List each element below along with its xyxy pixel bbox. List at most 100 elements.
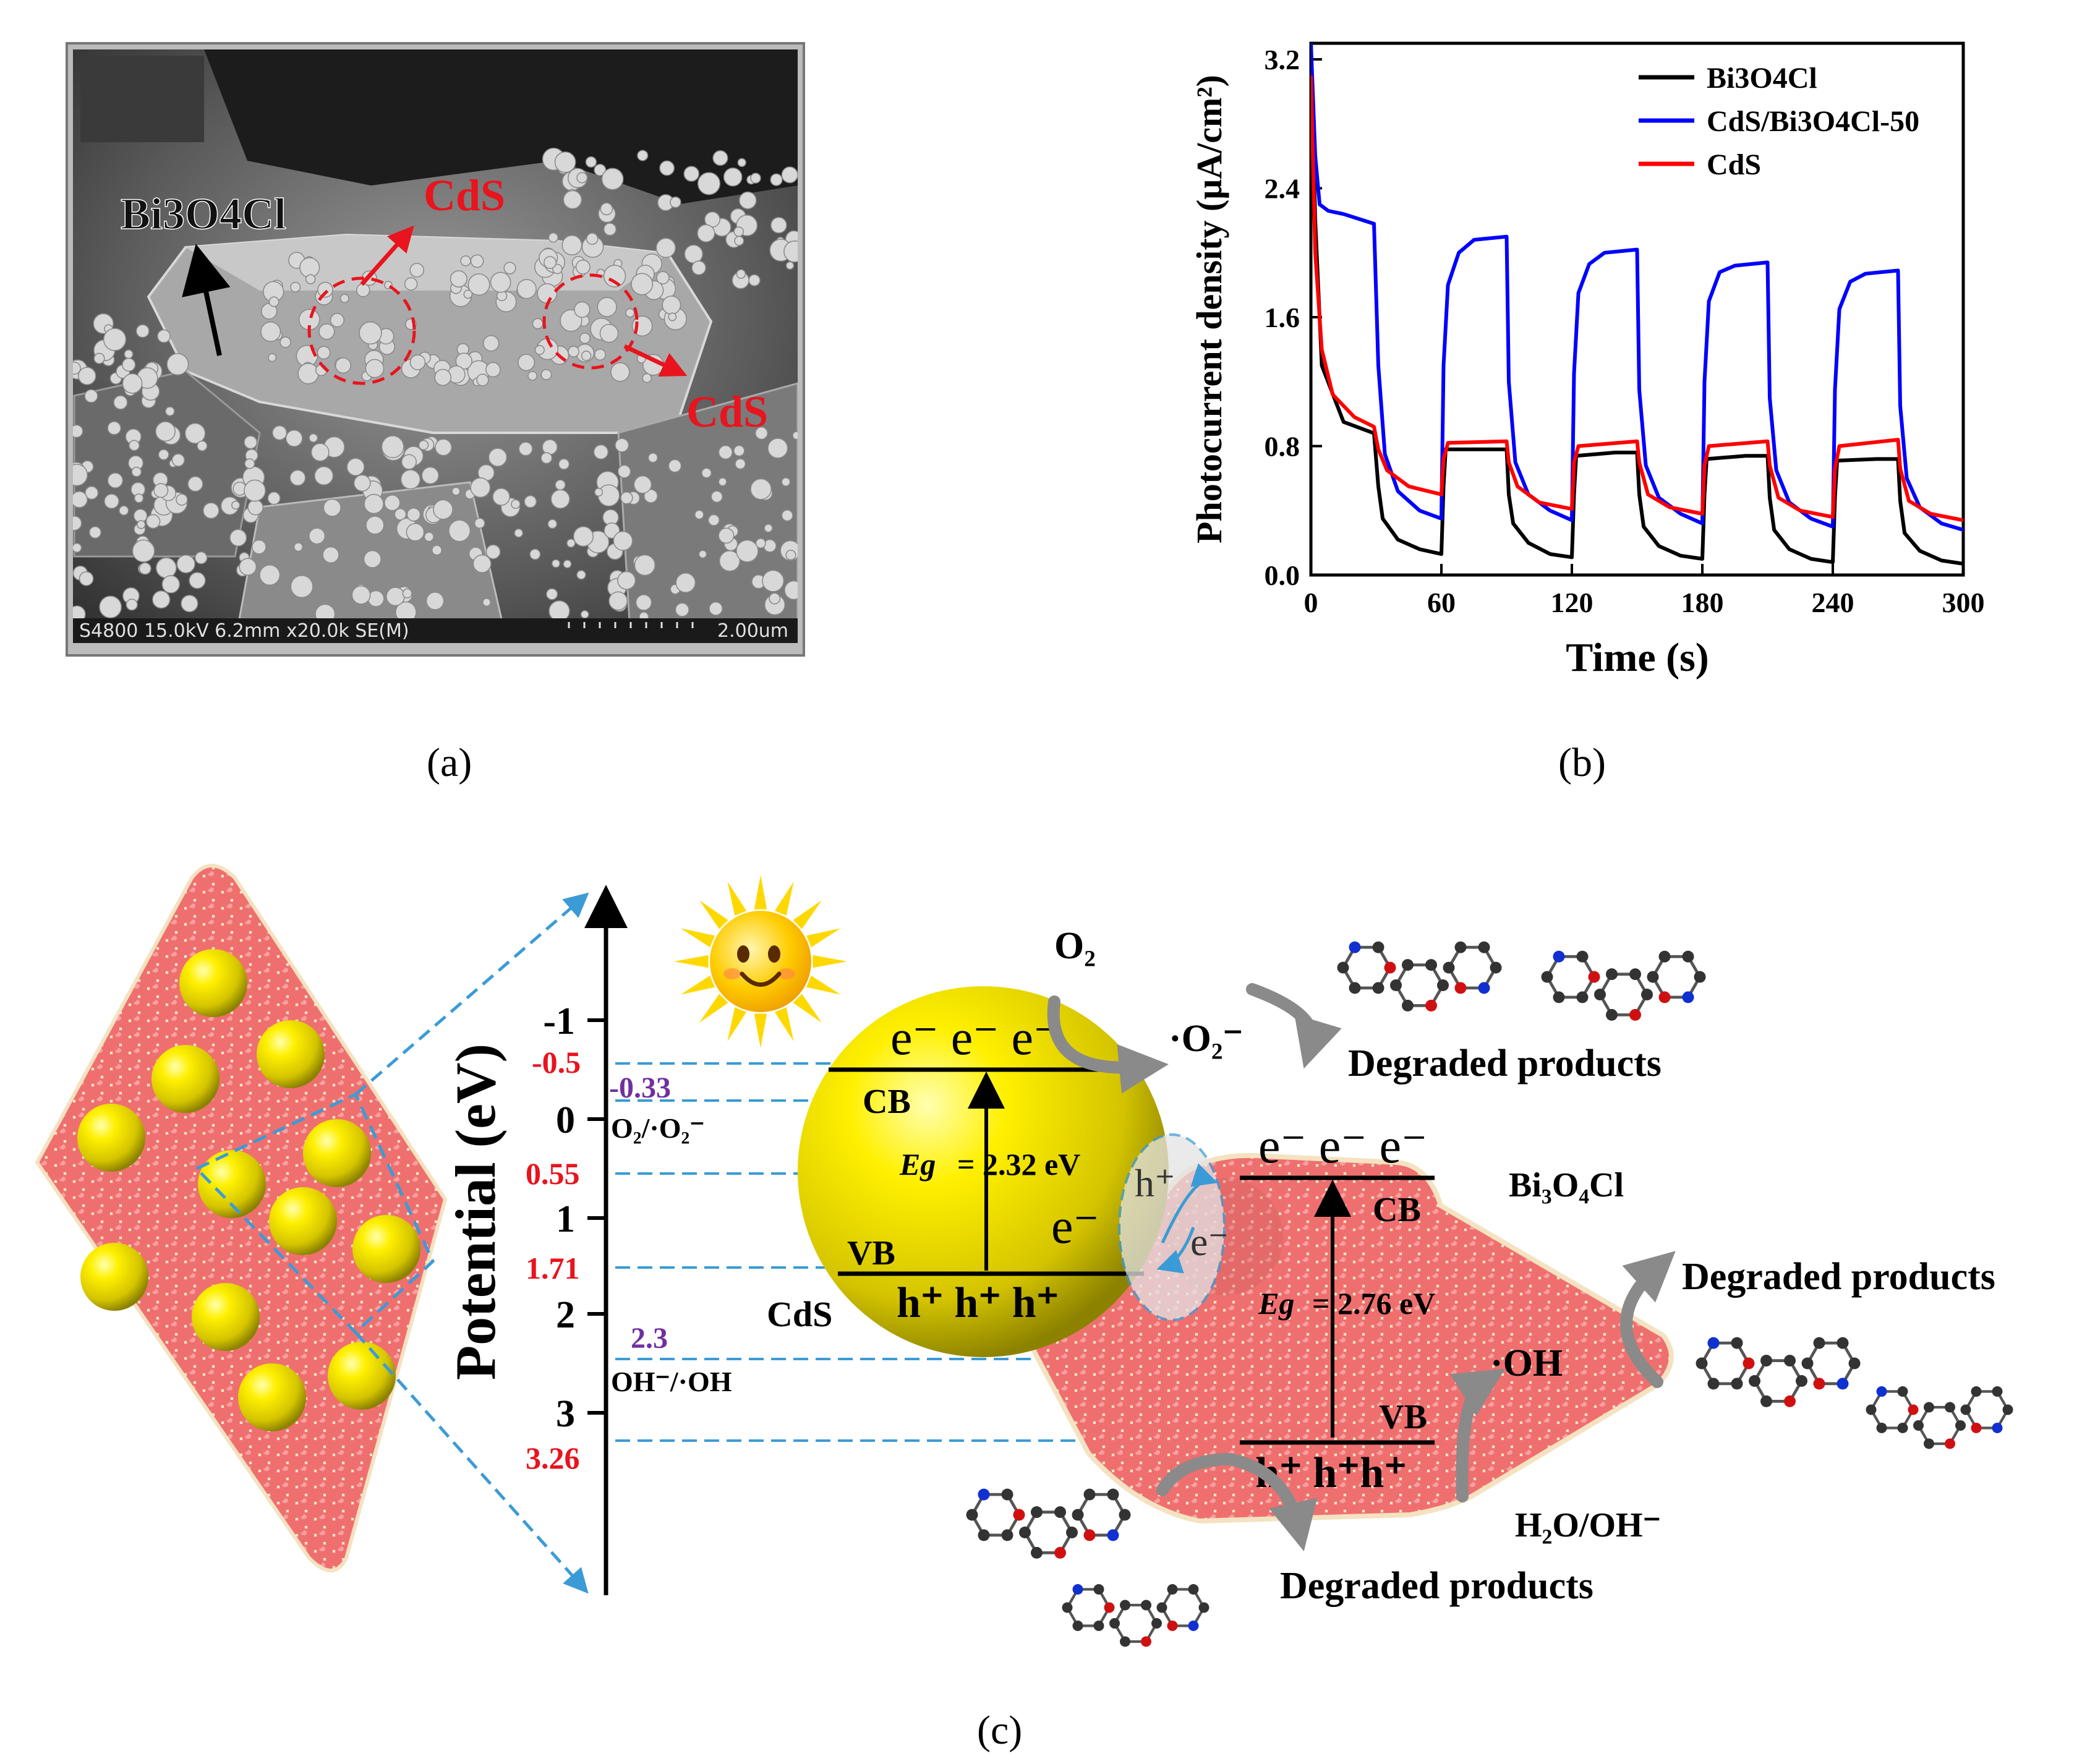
- cds-particle: [550, 489, 570, 509]
- cds-particle: [176, 493, 188, 506]
- cds-particle: [406, 507, 421, 522]
- cds-nanoparticle: [352, 1215, 420, 1283]
- cds-particle: [767, 438, 788, 459]
- cds-particle: [668, 459, 682, 473]
- cds-particle: [613, 530, 633, 551]
- cds-particle: [563, 190, 582, 210]
- cds-particle: [433, 499, 453, 520]
- cds-particle: [164, 406, 175, 417]
- chart-ylabel: Photocurrent density (μA/cm²): [1189, 75, 1229, 543]
- cds-electrons: e⁻ e⁻ e⁻: [890, 1011, 1059, 1065]
- zoom-line-bottom: [354, 1331, 589, 1594]
- cds-particle: [710, 490, 723, 503]
- cds-particle: [113, 395, 128, 410]
- pollutant-molecules: [966, 941, 2013, 1647]
- cds-particle: [450, 270, 467, 288]
- cds-particle: [365, 359, 385, 378]
- cds-particle: [719, 550, 741, 572]
- cds-particle: [305, 274, 316, 284]
- panel-b-label: (b): [1558, 740, 1606, 785]
- cds-particle: [709, 602, 723, 616]
- cds-particle: [279, 336, 291, 348]
- cds-particle: [655, 237, 676, 258]
- cds-particle: [132, 539, 155, 563]
- cds-particle: [476, 373, 489, 386]
- plot-lines: [1311, 43, 1963, 566]
- plot-ticks: 0 60 120 180 240 300 0.0 0.8 1.6 2.4 3.2: [1265, 44, 1985, 618]
- cds-particle: [642, 373, 652, 383]
- chart-xlabel: Time (s): [1566, 635, 1709, 680]
- molecule-icon: [1866, 1386, 2013, 1449]
- cds-particle: [134, 493, 144, 503]
- panel-a-label: (a): [427, 740, 472, 785]
- sem-scale-ticks: [568, 622, 694, 628]
- cds-particle: [244, 458, 255, 469]
- sem-circle-cds-2: [542, 273, 639, 370]
- sun-ray: [754, 1013, 767, 1048]
- cds-particle: [131, 466, 142, 477]
- cds-particle: [158, 449, 169, 461]
- cds-particle: [157, 329, 171, 343]
- cds-particle: [579, 332, 591, 344]
- cds-particle: [733, 445, 745, 457]
- reaction-arrows: [1047, 983, 1676, 1552]
- potential-value-2-3: 2.3: [631, 1322, 668, 1355]
- cds-particle: [239, 558, 257, 576]
- sun-ray: [680, 928, 715, 948]
- cds-cb-label: CB: [863, 1083, 911, 1121]
- cds-particle: [733, 226, 744, 237]
- y-tick-label: 3.2: [1265, 44, 1300, 75]
- bi3o4cl-name-label: Bi₃O₄Cl: [1509, 1166, 1624, 1204]
- redox-o2-label: O₂/·O₂⁻: [611, 1112, 705, 1144]
- chart-legend: Bi3O4Cl CdS/Bi3O4Cl-50 CdS: [1639, 62, 1919, 181]
- cds-particle: [647, 453, 659, 463]
- cds-particle: [251, 539, 267, 555]
- sem-label-bi3o4cl: Bi3O4Cl: [121, 189, 286, 239]
- sem-arrow-cds-1: [360, 225, 414, 286]
- potential-tick-label: 0: [556, 1099, 575, 1141]
- potential-value-3-26: 3.26: [526, 1441, 580, 1475]
- cds-particle: [518, 354, 535, 372]
- cds-particle: [785, 261, 795, 270]
- cds-particle: [781, 477, 791, 487]
- cds-particle: [748, 274, 761, 287]
- cds-particle: [617, 464, 631, 479]
- cds-particle: [297, 362, 319, 385]
- cds-particle: [309, 527, 326, 545]
- cds-particle: [359, 321, 382, 345]
- sun-ray: [727, 1007, 747, 1042]
- cds-particle: [129, 440, 140, 451]
- cds-particle: [184, 423, 206, 444]
- sem-circle-cds-1: [307, 276, 416, 385]
- cds-particle: [73, 542, 82, 553]
- cds-particle: [770, 173, 783, 186]
- cds-particle: [620, 492, 633, 505]
- cds-particle: [723, 167, 743, 187]
- x-tick-label: 0: [1304, 587, 1318, 618]
- cds-particle: [364, 493, 384, 514]
- cds-particle: [267, 492, 281, 505]
- cds-particle: [314, 466, 334, 486]
- cds-particle: [764, 524, 773, 533]
- cds-particle: [187, 476, 203, 492]
- cds-vb-label: VB: [847, 1234, 895, 1272]
- cds-particle: [691, 260, 706, 276]
- bi3o4cl-eg-value: = 2.76 eV: [1312, 1286, 1435, 1321]
- cds-particle: [656, 271, 670, 284]
- cds-particle: [603, 265, 626, 288]
- potential-axis-ticks: -1 0 1 2 3: [543, 1000, 606, 1435]
- cds-particle: [576, 569, 586, 580]
- cds-particle: [119, 505, 129, 516]
- cds-particle: [470, 254, 484, 268]
- cds-particle: [668, 312, 677, 322]
- cds-particle: [153, 483, 169, 498]
- cds-particle: [155, 557, 177, 579]
- cds-particle: [463, 289, 473, 299]
- panel-c: -1 0 1 2 3 Potential (eV) -0.5 0.55 1.71 3.2…: [35, 864, 2013, 1753]
- water-label: H₂O/OH⁻: [1515, 1506, 1661, 1545]
- cds-particle: [561, 234, 582, 256]
- cds-particle: [718, 445, 733, 460]
- cds-particle: [635, 594, 652, 611]
- cds-particle: [516, 279, 537, 299]
- cds-particle: [268, 296, 279, 307]
